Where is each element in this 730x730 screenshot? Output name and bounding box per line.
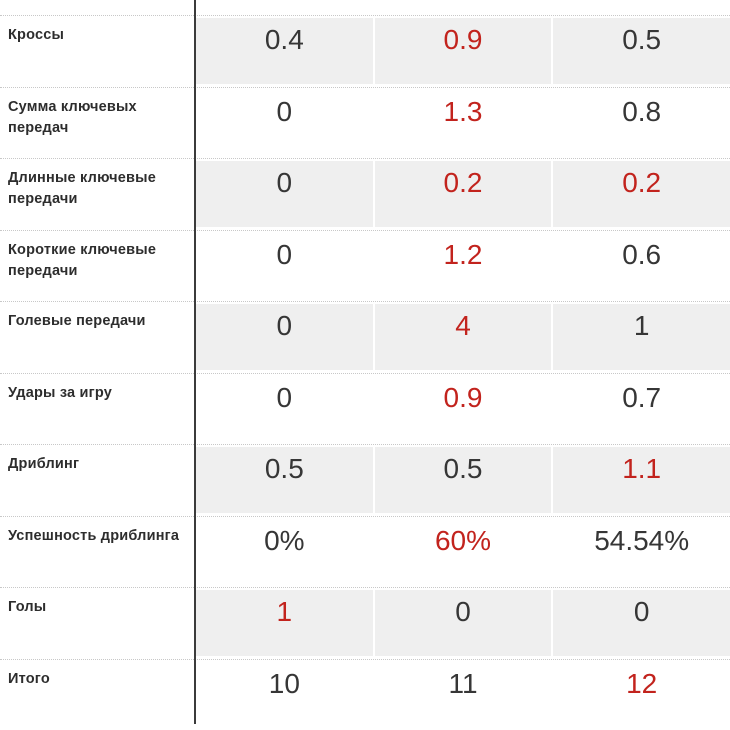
stat-value: 10 xyxy=(268,667,300,699)
table-row: Итого 10 11 12 xyxy=(0,658,730,730)
row-label: Длинные ключевые передачи xyxy=(8,170,156,208)
stat-value: 4 xyxy=(374,304,552,370)
column-divider-line xyxy=(194,0,196,724)
row-label: Кроссы xyxy=(8,27,65,43)
stat-value: 0.8 xyxy=(622,95,662,127)
table-row: Голевые передачи 0 4 1 xyxy=(0,301,730,373)
table-row: Дриблинг 0.5 0.5 1.1 xyxy=(0,444,730,516)
row-label: Голевые передачи xyxy=(8,313,146,329)
row-label: Голы xyxy=(8,599,47,615)
stat-value: 0.5 xyxy=(196,447,373,513)
stat-value: 0.4 xyxy=(196,18,373,84)
stat-value: 60% xyxy=(434,524,492,556)
row-values: 0 1.3 0.8 xyxy=(196,90,730,156)
table-row: Удары за игру 0 0.9 0.7 xyxy=(0,372,730,445)
stat-value: 0% xyxy=(264,524,305,556)
stat-value: 1.1 xyxy=(553,447,730,513)
row-values: 10 11 12 xyxy=(196,662,730,728)
row-values: 0% 60% 54.54% xyxy=(196,519,730,585)
stat-value: 0.9 xyxy=(443,381,483,413)
table-row: Успешность дриблинга 0% 60% 54.54% xyxy=(0,515,730,588)
row-label: Итого xyxy=(8,670,50,687)
row-label: Успешность дриблинга xyxy=(8,527,180,544)
stat-value: 1.3 xyxy=(443,95,483,127)
stat-value: 0 xyxy=(374,590,552,656)
row-values: 0 4 1 xyxy=(196,304,730,370)
stat-value: 0.5 xyxy=(553,18,730,84)
row-label: Дриблинг xyxy=(8,456,80,472)
stat-value: 0 xyxy=(276,381,293,413)
row-values: 0.5 0.5 1.1 xyxy=(196,447,730,513)
table-row: Длинные ключевые передачи 0 0.2 0.2 xyxy=(0,158,730,230)
stat-value: 0 xyxy=(276,95,293,127)
stat-value: 0.6 xyxy=(622,238,662,270)
stat-value: 54.54% xyxy=(594,524,690,556)
stat-value: 0.7 xyxy=(622,381,662,413)
stat-value: 0 xyxy=(196,161,373,227)
stat-value: 0.2 xyxy=(374,161,552,227)
row-values: 0.4 0.9 0.5 xyxy=(196,18,730,84)
table-body: Кроссы 0.4 0.9 0.5 Сумма ключевых переда… xyxy=(0,15,730,730)
table-row: Короткие ключевые передачи 0 1.2 0.6 xyxy=(0,229,730,302)
table-row: Сумма ключевых передач 0 1.3 0.8 xyxy=(0,86,730,159)
row-values: 0 1.2 0.6 xyxy=(196,233,730,299)
stat-value: 1 xyxy=(196,590,373,656)
stat-value: 0.9 xyxy=(374,18,552,84)
row-values: 0 0.9 0.7 xyxy=(196,376,730,442)
stat-value: 1.2 xyxy=(443,238,483,270)
stat-value: 0.5 xyxy=(374,447,552,513)
row-label: Удары за игру xyxy=(8,384,113,401)
stat-value: 1 xyxy=(553,304,730,370)
stat-value: 0 xyxy=(276,238,293,270)
row-label: Короткие ключевые передачи xyxy=(8,241,157,279)
row-label: Сумма ключевых передач xyxy=(8,98,137,136)
stat-value: 12 xyxy=(626,667,658,699)
stat-value: 0 xyxy=(196,304,373,370)
stat-value: 0.2 xyxy=(553,161,730,227)
row-values: 0 0.2 0.2 xyxy=(196,161,730,227)
table-top-spacer xyxy=(0,0,730,15)
stat-value: 0 xyxy=(553,590,730,656)
stat-value: 11 xyxy=(448,667,478,699)
table-row: Кроссы 0.4 0.9 0.5 xyxy=(0,15,730,87)
row-values: 1 0 0 xyxy=(196,590,730,656)
table-row: Голы 1 0 0 xyxy=(0,587,730,659)
